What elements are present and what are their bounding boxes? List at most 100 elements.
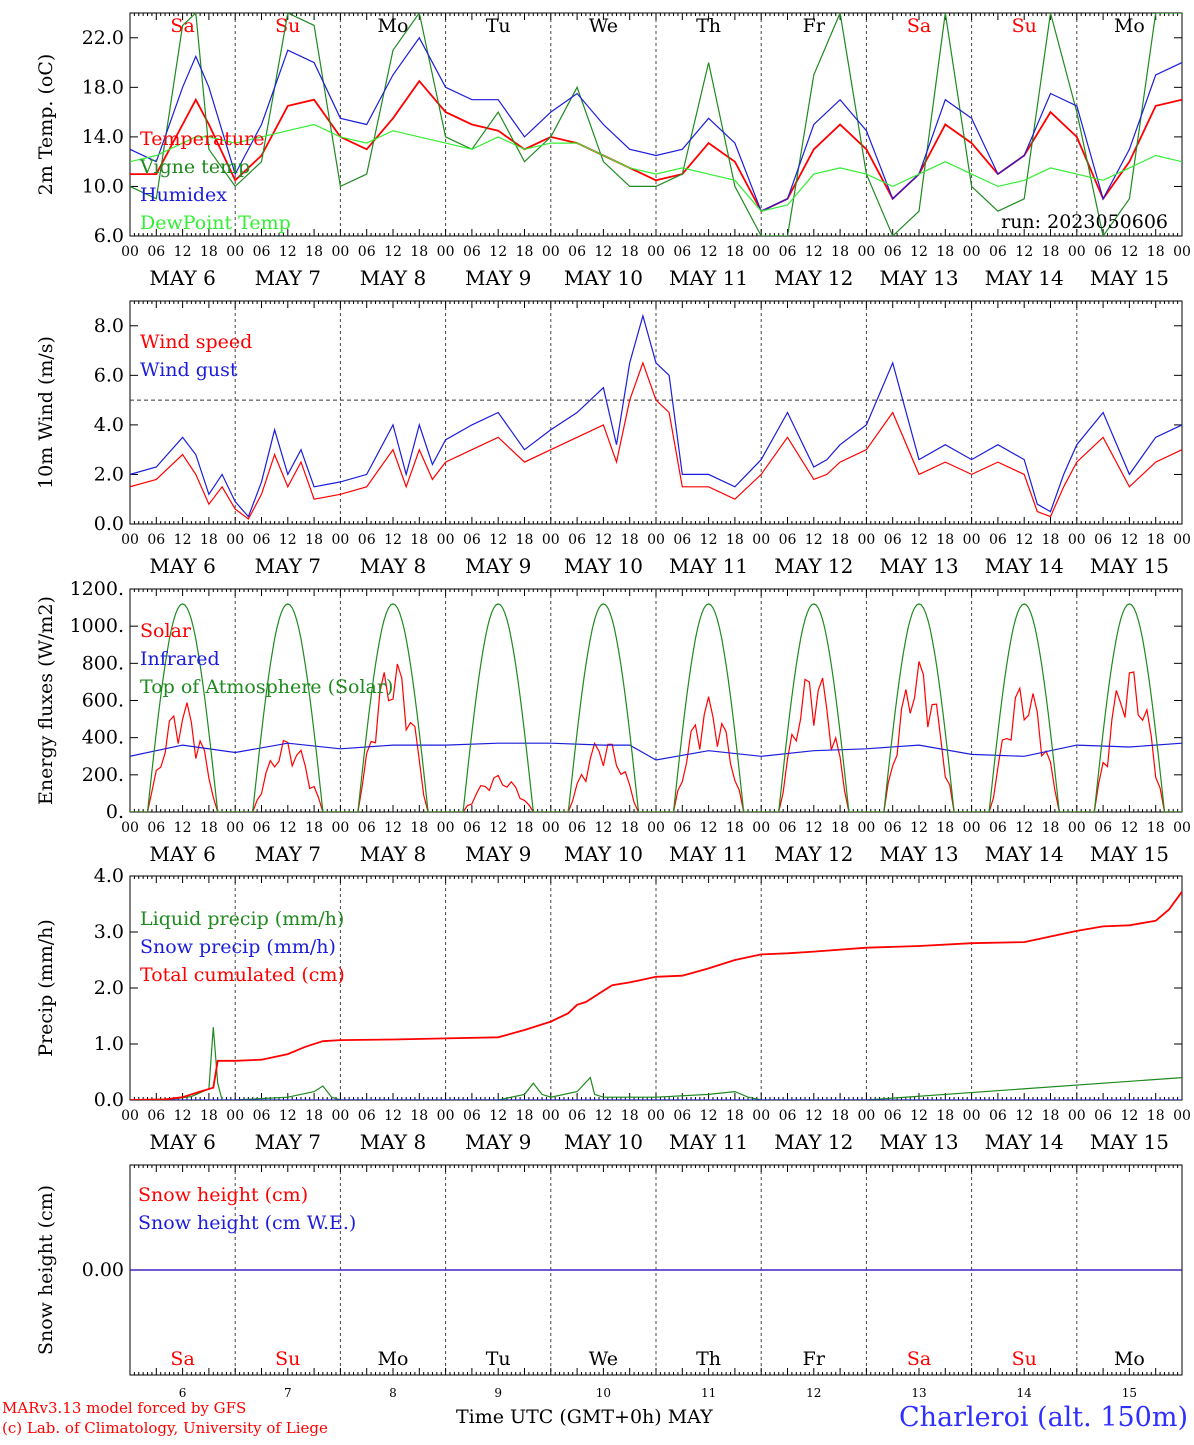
hour-tick-label: 18 bbox=[726, 820, 744, 836]
date-label: MAY 14 bbox=[985, 1130, 1064, 1154]
date-label: MAY 8 bbox=[360, 1130, 426, 1154]
y-tick-label: 10.0 bbox=[82, 175, 124, 197]
weekday-label: Tu bbox=[486, 15, 511, 37]
date-number-label: 8 bbox=[389, 1386, 397, 1400]
hour-tick-label: 18 bbox=[516, 244, 534, 260]
date-label: MAY 6 bbox=[149, 1130, 215, 1154]
hour-tick-label: 18 bbox=[936, 1108, 954, 1124]
legend-entry: Snow height (cm W.E.) bbox=[138, 1212, 356, 1234]
series-line-humidex bbox=[130, 36, 1182, 213]
hour-tick-label: 00 bbox=[963, 244, 981, 260]
hour-tick-label: 06 bbox=[568, 1108, 586, 1124]
legend-entry: Humidex bbox=[140, 184, 227, 206]
date-label: MAY 15 bbox=[1090, 842, 1169, 866]
date-label: MAY 13 bbox=[879, 1130, 958, 1154]
hour-tick-label: 12 bbox=[384, 1108, 402, 1124]
hour-tick-label: 12 bbox=[384, 820, 402, 836]
hour-tick-label: 00 bbox=[1068, 820, 1086, 836]
date-label: MAY 6 bbox=[149, 842, 215, 866]
date-number-label: 13 bbox=[911, 1386, 926, 1400]
date-label: MAY 13 bbox=[879, 842, 958, 866]
date-label: MAY 12 bbox=[774, 266, 853, 290]
hour-tick-label: 06 bbox=[568, 244, 586, 260]
y-tick-label: 400. bbox=[82, 727, 124, 749]
date-label: MAY 14 bbox=[985, 842, 1064, 866]
hour-tick-label: 00 bbox=[542, 244, 560, 260]
date-label: MAY 7 bbox=[255, 266, 321, 290]
y-tick-label: 0.0 bbox=[94, 1089, 124, 1111]
hour-tick-label: 12 bbox=[700, 244, 718, 260]
weekday-label: Th bbox=[696, 15, 721, 37]
y-tick-label: 6.0 bbox=[94, 364, 124, 386]
weekday-label: Su bbox=[1012, 1348, 1037, 1370]
date-number-label: 9 bbox=[494, 1386, 502, 1400]
hour-tick-label: 00 bbox=[963, 820, 981, 836]
hour-tick-label: 18 bbox=[621, 820, 639, 836]
hour-tick-label: 06 bbox=[358, 532, 376, 548]
hour-tick-label: 12 bbox=[805, 244, 823, 260]
hour-tick-label: 18 bbox=[621, 532, 639, 548]
hour-tick-label: 06 bbox=[989, 244, 1007, 260]
hour-tick-label: 06 bbox=[779, 1108, 797, 1124]
y-tick-label: 2.0 bbox=[94, 977, 124, 999]
date-label: MAY 9 bbox=[465, 266, 531, 290]
date-label: MAY 13 bbox=[879, 554, 958, 578]
hour-tick-label: 00 bbox=[1068, 244, 1086, 260]
hour-tick-label: 18 bbox=[936, 532, 954, 548]
hour-tick-label: 00 bbox=[647, 532, 665, 548]
hour-tick-label: 12 bbox=[1120, 820, 1138, 836]
hour-tick-label: 18 bbox=[516, 820, 534, 836]
y-tick-label: 0. bbox=[106, 801, 124, 823]
hour-tick-label: 06 bbox=[779, 244, 797, 260]
series-group bbox=[130, 313, 1182, 520]
series-line-dewpoint-temp bbox=[130, 123, 1182, 212]
hour-tick-label: 18 bbox=[1147, 1108, 1165, 1124]
weekday-label: We bbox=[589, 15, 618, 37]
hour-tick-label: 18 bbox=[410, 1108, 428, 1124]
hour-tick-label: 18 bbox=[936, 820, 954, 836]
hour-tick-label: 00 bbox=[963, 1108, 981, 1124]
hour-tick-label: 00 bbox=[226, 820, 244, 836]
hour-tick-label: 12 bbox=[174, 1108, 192, 1124]
hour-tick-label: 06 bbox=[463, 532, 481, 548]
hour-tick-label: 06 bbox=[463, 1108, 481, 1124]
hour-tick-label: 12 bbox=[489, 532, 507, 548]
weekday-label: Sa bbox=[907, 1348, 931, 1370]
date-number-label: 12 bbox=[806, 1386, 821, 1400]
hour-tick-label: 12 bbox=[910, 244, 928, 260]
panel-1: 6.0 10.0 14.0 18.0 22.0 2m Temp. (oC) Sa Su Mo Tu… bbox=[35, 12, 1191, 290]
hour-tick-label: 00 bbox=[1068, 532, 1086, 548]
legend-entry: Infrared bbox=[140, 648, 220, 670]
hour-tick-label: 12 bbox=[910, 820, 928, 836]
hour-tick-label: 18 bbox=[1042, 1108, 1060, 1124]
date-label: MAY 9 bbox=[465, 1130, 531, 1154]
y-tick-label: 1.0 bbox=[94, 1033, 124, 1055]
hour-tick-label: 12 bbox=[174, 244, 192, 260]
hour-tick-label: 06 bbox=[358, 820, 376, 836]
panel-3: 0. 200. 400. 600. 800. 1000. 1200. Energy fluxe… bbox=[35, 578, 1191, 866]
hour-tick-label: 06 bbox=[884, 244, 902, 260]
y-tick-label: 6.0 bbox=[94, 225, 124, 247]
series-line-top-of-atmosphere-solar- bbox=[130, 603, 1182, 812]
hour-tick-label: 18 bbox=[200, 532, 218, 548]
hour-tick-label: 18 bbox=[200, 244, 218, 260]
hour-tick-label: 06 bbox=[147, 532, 165, 548]
hour-tick-label: 12 bbox=[700, 820, 718, 836]
hour-tick-label: 00 bbox=[1068, 1108, 1086, 1124]
y-tick-label: 200. bbox=[82, 764, 124, 786]
date-label: MAY 15 bbox=[1090, 1130, 1169, 1154]
hour-tick-label: 00 bbox=[752, 1108, 770, 1124]
weekday-label: Fr bbox=[803, 15, 826, 37]
hour-tick-label: 00 bbox=[331, 532, 349, 548]
date-label: MAY 11 bbox=[669, 554, 748, 578]
hour-tick-label: 00 bbox=[437, 532, 455, 548]
hour-tick-label: 12 bbox=[1015, 1108, 1033, 1124]
hour-tick-label: 12 bbox=[1120, 1108, 1138, 1124]
y-tick-label: 14.0 bbox=[82, 126, 124, 148]
hour-tick-label: 18 bbox=[200, 820, 218, 836]
date-label: MAY 10 bbox=[564, 266, 643, 290]
hour-tick-label: 12 bbox=[910, 1108, 928, 1124]
y-tick-label: 4.0 bbox=[94, 865, 124, 887]
hour-tick-label: 12 bbox=[594, 1108, 612, 1124]
hour-tick-label: 00 bbox=[437, 244, 455, 260]
